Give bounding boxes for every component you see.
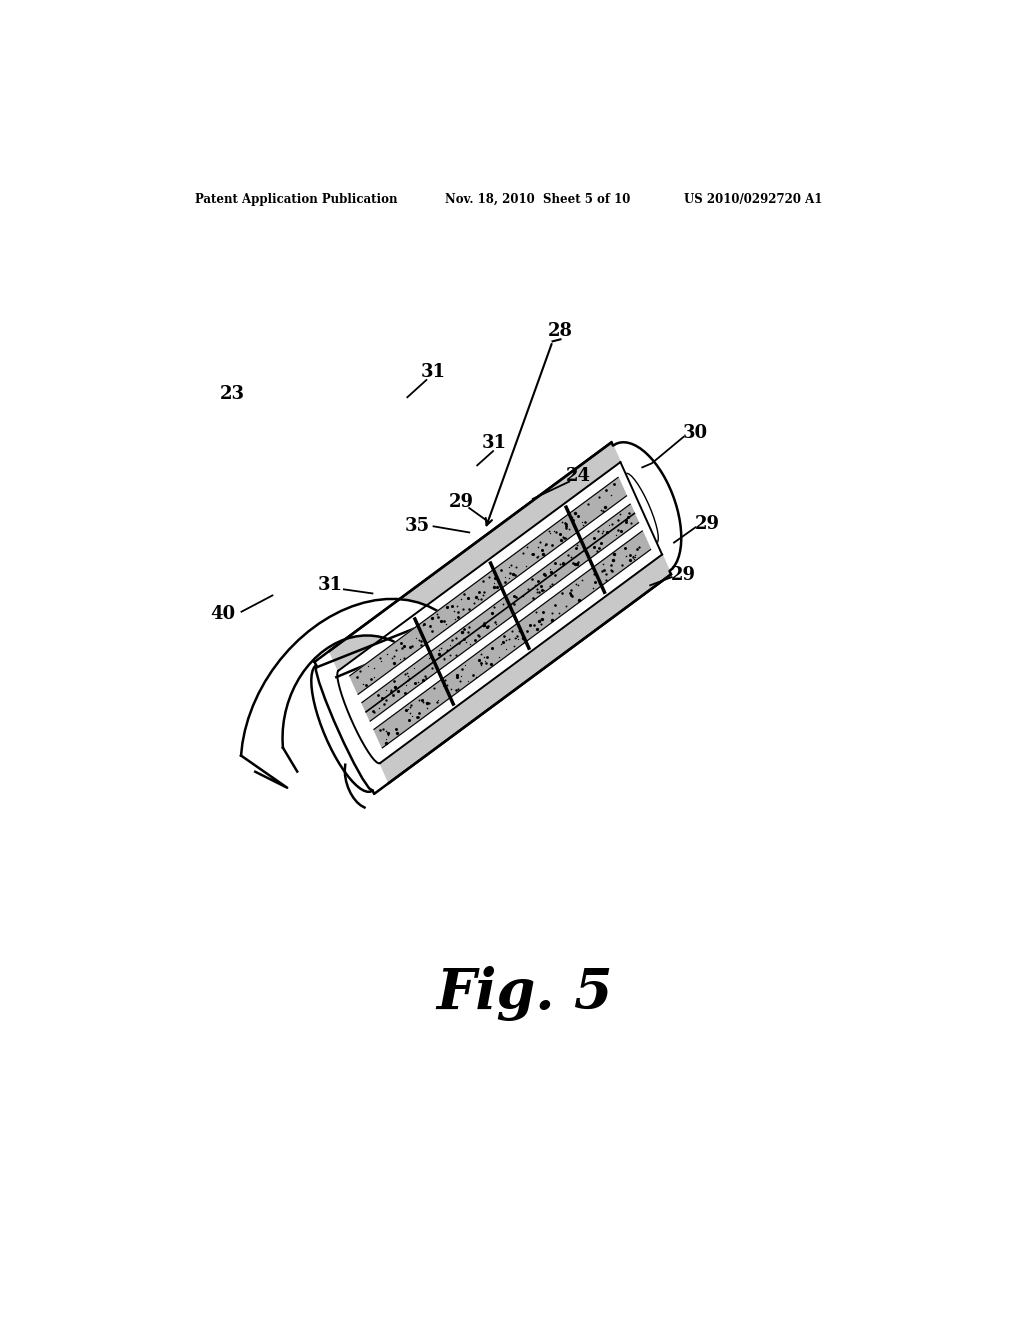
Polygon shape bbox=[311, 665, 373, 792]
Text: 40: 40 bbox=[211, 605, 236, 623]
Polygon shape bbox=[350, 478, 627, 694]
Text: 23: 23 bbox=[220, 385, 246, 403]
Text: 24: 24 bbox=[566, 466, 591, 484]
Polygon shape bbox=[380, 554, 671, 783]
Text: 31: 31 bbox=[482, 434, 507, 451]
Polygon shape bbox=[374, 531, 650, 748]
Polygon shape bbox=[314, 442, 681, 793]
Text: Nov. 18, 2010  Sheet 5 of 10: Nov. 18, 2010 Sheet 5 of 10 bbox=[445, 193, 631, 206]
Polygon shape bbox=[361, 504, 639, 721]
Text: 29: 29 bbox=[695, 515, 720, 533]
Text: Fig. 5: Fig. 5 bbox=[436, 966, 613, 1022]
Text: US 2010/0292720 A1: US 2010/0292720 A1 bbox=[684, 193, 822, 206]
Text: Patent Application Publication: Patent Application Publication bbox=[196, 193, 398, 206]
Text: 30: 30 bbox=[683, 424, 708, 442]
Text: 35: 35 bbox=[406, 517, 430, 536]
Polygon shape bbox=[241, 599, 445, 755]
Text: 31: 31 bbox=[317, 577, 343, 594]
Text: 29: 29 bbox=[671, 566, 696, 585]
Polygon shape bbox=[330, 442, 621, 671]
Text: 31: 31 bbox=[421, 363, 446, 381]
Text: 29: 29 bbox=[449, 492, 474, 511]
Text: 28: 28 bbox=[548, 322, 573, 341]
